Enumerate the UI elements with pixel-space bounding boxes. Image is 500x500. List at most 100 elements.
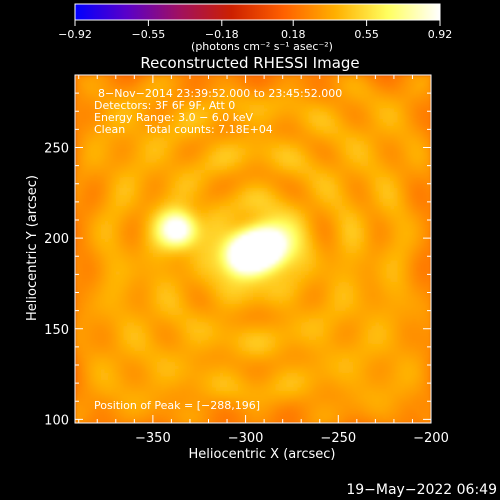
heatmap-cell xyxy=(164,147,169,152)
heatmap-cell xyxy=(189,357,195,362)
heatmap-cell xyxy=(152,285,158,290)
heatmap-cell xyxy=(260,339,265,344)
heatmap-cell xyxy=(238,238,243,243)
heatmap-cell xyxy=(230,332,236,337)
heatmap-cell xyxy=(249,288,254,294)
heatmap-cell xyxy=(156,122,161,127)
heatmap-cell xyxy=(115,332,121,337)
heatmap-cell xyxy=(119,147,124,152)
heatmap-cell xyxy=(249,216,254,221)
heatmap-cell xyxy=(212,187,217,192)
heatmap-cell xyxy=(93,317,98,323)
heatmap-cell xyxy=(160,325,165,330)
heatmap-cell xyxy=(197,285,202,290)
heatmap-cell xyxy=(164,234,169,239)
heatmap-cell xyxy=(186,397,191,402)
heatmap-cell xyxy=(201,172,206,178)
heatmap-cell xyxy=(223,394,228,399)
heatmap-cell xyxy=(256,216,262,221)
heatmap-cell xyxy=(253,93,258,98)
heatmap-cell xyxy=(145,162,150,167)
heatmap-cell xyxy=(223,412,228,417)
heatmap-cell xyxy=(160,201,165,207)
heatmap-cell xyxy=(219,89,224,94)
heatmap-cell xyxy=(82,85,87,91)
heatmap-cell xyxy=(126,220,132,225)
heatmap-cell xyxy=(145,343,150,348)
heatmap-cell xyxy=(141,89,147,94)
heatmap-cell xyxy=(256,234,262,239)
heatmap-cell xyxy=(126,372,132,377)
heatmap-cell xyxy=(256,118,262,123)
heatmap-cell xyxy=(78,151,84,156)
heatmap-cell xyxy=(245,408,250,413)
heatmap-cell xyxy=(93,136,98,141)
heatmap-cell xyxy=(227,205,232,210)
heatmap-cell xyxy=(219,328,224,333)
heatmap-cell xyxy=(208,154,213,159)
heatmap-cell xyxy=(230,234,236,239)
heatmap-cell xyxy=(89,216,95,221)
heatmap-cell xyxy=(182,252,187,257)
heatmap-cell xyxy=(93,238,98,243)
heatmap-cell xyxy=(123,372,128,377)
heatmap-cell xyxy=(156,82,161,87)
heatmap-cell xyxy=(241,404,247,410)
heatmap-cell xyxy=(100,82,106,87)
heatmap-cell xyxy=(182,107,187,112)
heatmap-cell xyxy=(100,96,106,101)
heatmap-cell xyxy=(197,198,202,203)
heatmap-cell xyxy=(93,78,98,83)
heatmap-cell xyxy=(260,241,265,246)
heatmap-cell xyxy=(201,350,206,355)
heatmap-cell xyxy=(175,220,180,225)
heatmap-cell xyxy=(100,114,106,120)
heatmap-cell xyxy=(108,122,113,127)
heatmap-cell xyxy=(249,285,254,290)
heatmap-cell xyxy=(152,278,158,283)
heatmap-cell xyxy=(126,158,132,163)
heatmap-cell xyxy=(123,383,128,388)
heatmap-cell xyxy=(78,419,84,423)
heatmap-cell xyxy=(238,201,243,207)
heatmap-cell xyxy=(141,111,147,116)
heatmap-cell xyxy=(78,278,84,283)
heatmap-cell xyxy=(208,75,213,80)
heatmap-cell xyxy=(145,317,150,323)
heatmap-cell xyxy=(260,89,265,94)
heatmap-cell xyxy=(160,281,165,286)
heatmap-cell xyxy=(238,220,243,225)
heatmap-cell xyxy=(245,314,250,319)
heatmap-cell xyxy=(182,227,187,232)
heatmap-cell xyxy=(119,234,124,239)
heatmap-cell xyxy=(253,299,258,304)
heatmap-cell xyxy=(138,314,143,319)
heatmap-cell xyxy=(93,187,98,192)
heatmap-cell xyxy=(256,285,262,290)
heatmap-cell xyxy=(230,256,236,261)
heatmap-cell xyxy=(86,100,91,105)
heatmap-cell xyxy=(201,205,206,210)
heatmap-cell xyxy=(186,296,191,301)
heatmap-cell xyxy=(208,285,213,290)
heatmap-cell xyxy=(215,350,221,355)
heatmap-cell xyxy=(123,125,128,130)
heatmap-cell xyxy=(256,180,262,185)
heatmap-cell xyxy=(86,263,91,268)
heatmap-cell xyxy=(197,343,202,348)
heatmap-cell xyxy=(156,278,161,283)
heatmap-cell xyxy=(164,205,169,210)
heatmap-cell xyxy=(227,365,232,370)
heatmap-cell xyxy=(182,122,187,127)
heatmap-cell xyxy=(234,234,239,239)
heatmap-cell xyxy=(123,346,128,352)
heatmap-cell xyxy=(234,96,239,101)
heatmap-cell xyxy=(197,154,202,159)
heatmap-cell xyxy=(193,321,198,326)
heatmap-cell xyxy=(123,104,128,109)
heatmap-cell xyxy=(167,328,173,333)
heatmap-cell xyxy=(208,372,213,377)
heatmap-cell xyxy=(201,412,206,417)
heatmap-cell xyxy=(138,212,143,217)
heatmap-cell xyxy=(245,165,250,170)
